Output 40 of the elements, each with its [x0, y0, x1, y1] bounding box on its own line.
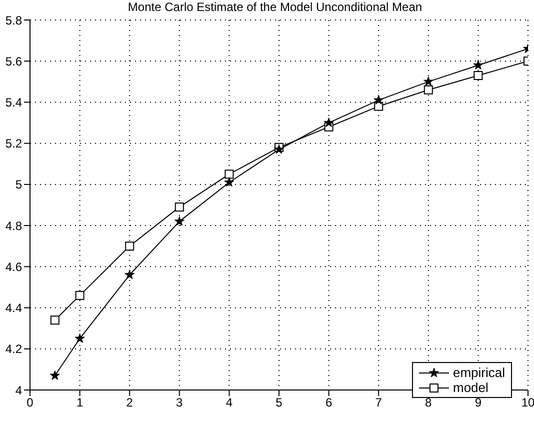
y-tick-label: 4.6 [5, 260, 22, 274]
chart-title: Monte Carlo Estimate of the Model Unconditional Mean [126, 0, 424, 14]
y-tick-label: 4.2 [5, 342, 22, 356]
point [50, 370, 60, 380]
point [74, 333, 85, 343]
y-tick-label: 4.8 [5, 218, 22, 233]
point [50, 316, 60, 325]
x-tick-label: 7 [375, 396, 382, 410]
x-tick-label: 10 [521, 396, 534, 410]
point [224, 177, 234, 187]
y-tick-label: 5.2 [5, 136, 22, 151]
x-tick-label: 0 [26, 396, 34, 410]
legend-label: empirical [452, 365, 505, 380]
y-tick-label: 4 [15, 383, 22, 398]
point [474, 71, 483, 80]
point [124, 270, 135, 280]
y-tick-label: 5.8 [5, 13, 22, 28]
point [125, 242, 134, 251]
x-tick-label: 4 [226, 396, 233, 410]
x-tick-label: 9 [474, 396, 482, 410]
x-tick-label: 8 [425, 396, 432, 410]
point [324, 118, 334, 128]
point [423, 76, 434, 86]
x-tick-label: 1 [76, 396, 84, 410]
y-tick-label: 5 [15, 178, 22, 192]
point [224, 170, 234, 179]
point [374, 94, 384, 104]
point [174, 216, 184, 226]
y-tick-label: 5.6 [5, 54, 22, 68]
point [424, 85, 433, 94]
y-tick-label: 4.4 [5, 301, 22, 316]
x-tick-label: 3 [176, 396, 184, 410]
point [75, 290, 84, 300]
x-tick-label: 5 [276, 396, 283, 410]
legend-label: model [452, 380, 488, 395]
x-tick-label: 6 [325, 396, 332, 410]
x-tick-label: 2 [126, 396, 134, 410]
point [174, 202, 184, 212]
point [473, 60, 484, 70]
y-tick-label: 5.4 [5, 95, 22, 110]
